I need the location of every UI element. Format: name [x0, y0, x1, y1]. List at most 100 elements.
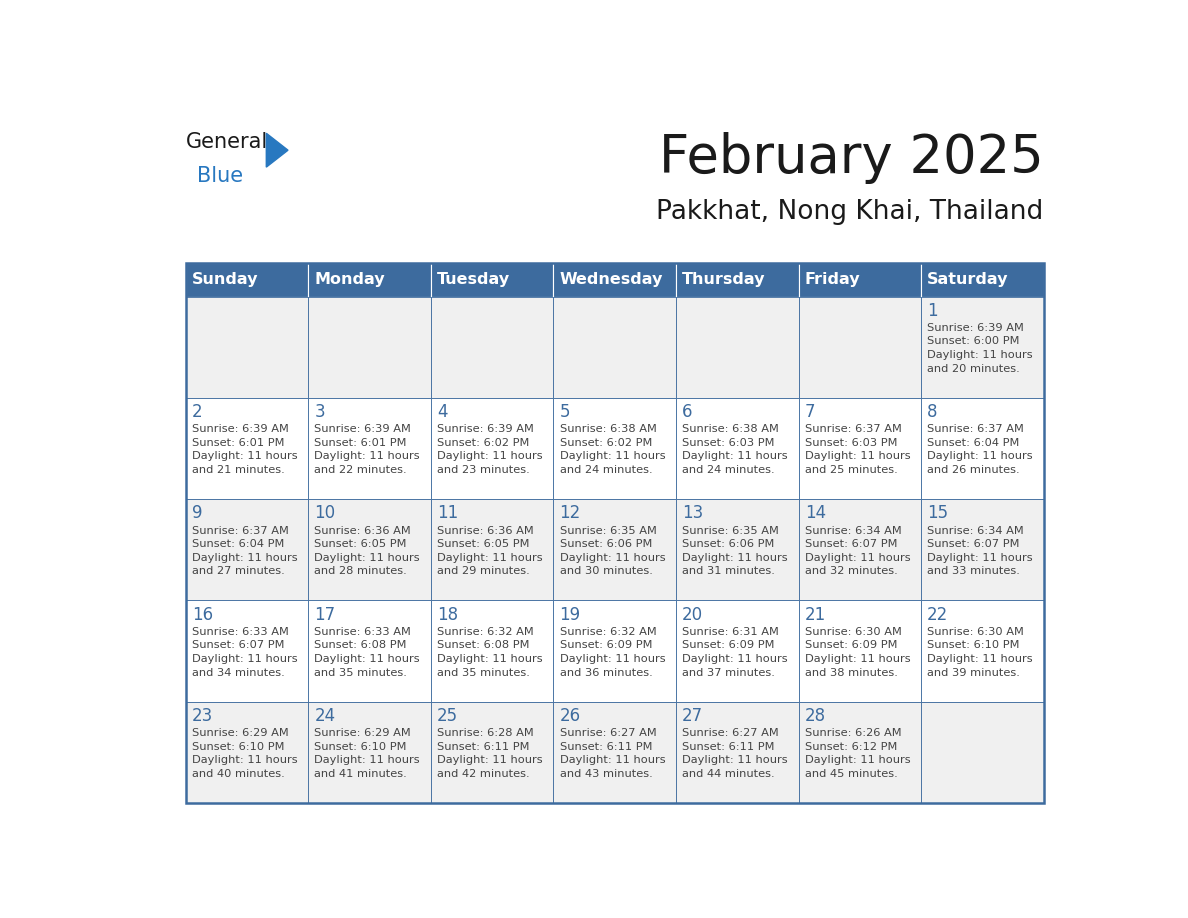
Bar	[185, 263, 1043, 803]
Text: Sunrise: 6:27 AM
Sunset: 6:11 PM
Daylight: 11 hours
and 43 minutes.: Sunrise: 6:27 AM Sunset: 6:11 PM Dayligh…	[560, 728, 665, 779]
Text: 24: 24	[315, 707, 335, 725]
Text: Sunrise: 6:29 AM
Sunset: 6:10 PM
Daylight: 11 hours
and 40 minutes.: Sunrise: 6:29 AM Sunset: 6:10 PM Dayligh…	[191, 728, 297, 779]
Text: Wednesday: Wednesday	[560, 272, 663, 287]
Text: Sunrise: 6:38 AM
Sunset: 6:03 PM
Daylight: 11 hours
and 24 minutes.: Sunrise: 6:38 AM Sunset: 6:03 PM Dayligh…	[682, 424, 788, 475]
Text: 10: 10	[315, 504, 335, 522]
Text: 1: 1	[927, 302, 937, 319]
Text: 28: 28	[804, 707, 826, 725]
Text: Tuesday: Tuesday	[437, 272, 510, 287]
Bar	[554, 600, 676, 702]
Bar	[308, 397, 431, 499]
Text: Pakkhat, Nong Khai, Thailand: Pakkhat, Nong Khai, Thailand	[657, 198, 1043, 225]
Bar	[798, 600, 921, 702]
Bar	[554, 499, 676, 600]
Text: 19: 19	[560, 606, 581, 623]
Text: Sunrise: 6:35 AM
Sunset: 6:06 PM
Daylight: 11 hours
and 30 minutes.: Sunrise: 6:35 AM Sunset: 6:06 PM Dayligh…	[560, 525, 665, 577]
Text: Sunrise: 6:30 AM
Sunset: 6:09 PM
Daylight: 11 hours
and 38 minutes.: Sunrise: 6:30 AM Sunset: 6:09 PM Dayligh…	[804, 627, 910, 677]
Bar	[308, 263, 431, 297]
Bar	[676, 263, 798, 297]
Text: 13: 13	[682, 504, 703, 522]
Text: 12: 12	[560, 504, 581, 522]
Text: 17: 17	[315, 606, 335, 623]
Text: 16: 16	[191, 606, 213, 623]
Bar	[308, 702, 431, 803]
Bar	[185, 263, 308, 297]
Bar	[308, 499, 431, 600]
Text: General: General	[185, 131, 268, 151]
Text: 18: 18	[437, 606, 459, 623]
Bar	[554, 263, 676, 297]
Text: Sunrise: 6:39 AM
Sunset: 6:00 PM
Daylight: 11 hours
and 20 minutes.: Sunrise: 6:39 AM Sunset: 6:00 PM Dayligh…	[927, 323, 1032, 374]
Text: Sunrise: 6:29 AM
Sunset: 6:10 PM
Daylight: 11 hours
and 41 minutes.: Sunrise: 6:29 AM Sunset: 6:10 PM Dayligh…	[315, 728, 421, 779]
Bar	[185, 600, 308, 702]
Text: Sunrise: 6:33 AM
Sunset: 6:08 PM
Daylight: 11 hours
and 35 minutes.: Sunrise: 6:33 AM Sunset: 6:08 PM Dayligh…	[315, 627, 421, 677]
Text: Sunrise: 6:37 AM
Sunset: 6:04 PM
Daylight: 11 hours
and 26 minutes.: Sunrise: 6:37 AM Sunset: 6:04 PM Dayligh…	[927, 424, 1032, 475]
Bar	[798, 263, 921, 297]
Bar	[185, 499, 308, 600]
Text: 14: 14	[804, 504, 826, 522]
Text: Sunrise: 6:27 AM
Sunset: 6:11 PM
Daylight: 11 hours
and 44 minutes.: Sunrise: 6:27 AM Sunset: 6:11 PM Dayligh…	[682, 728, 788, 779]
Text: 15: 15	[927, 504, 948, 522]
Bar	[431, 702, 554, 803]
Text: Sunrise: 6:39 AM
Sunset: 6:01 PM
Daylight: 11 hours
and 21 minutes.: Sunrise: 6:39 AM Sunset: 6:01 PM Dayligh…	[191, 424, 297, 475]
Text: Monday: Monday	[315, 272, 385, 287]
Text: Sunrise: 6:39 AM
Sunset: 6:02 PM
Daylight: 11 hours
and 23 minutes.: Sunrise: 6:39 AM Sunset: 6:02 PM Dayligh…	[437, 424, 543, 475]
Text: Sunrise: 6:32 AM
Sunset: 6:08 PM
Daylight: 11 hours
and 35 minutes.: Sunrise: 6:32 AM Sunset: 6:08 PM Dayligh…	[437, 627, 543, 677]
Text: Sunrise: 6:36 AM
Sunset: 6:05 PM
Daylight: 11 hours
and 29 minutes.: Sunrise: 6:36 AM Sunset: 6:05 PM Dayligh…	[437, 525, 543, 577]
Bar	[921, 397, 1043, 499]
Text: 7: 7	[804, 403, 815, 420]
Text: Sunrise: 6:28 AM
Sunset: 6:11 PM
Daylight: 11 hours
and 42 minutes.: Sunrise: 6:28 AM Sunset: 6:11 PM Dayligh…	[437, 728, 543, 779]
Text: 9: 9	[191, 504, 202, 522]
Bar	[308, 600, 431, 702]
Bar	[798, 702, 921, 803]
Bar	[798, 397, 921, 499]
Bar	[921, 263, 1043, 297]
Text: Sunrise: 6:33 AM
Sunset: 6:07 PM
Daylight: 11 hours
and 34 minutes.: Sunrise: 6:33 AM Sunset: 6:07 PM Dayligh…	[191, 627, 297, 677]
Text: Sunday: Sunday	[191, 272, 258, 287]
Text: 22: 22	[927, 606, 948, 623]
Text: 20: 20	[682, 606, 703, 623]
Text: 21: 21	[804, 606, 826, 623]
Bar	[676, 297, 798, 397]
Text: Thursday: Thursday	[682, 272, 765, 287]
Bar	[554, 702, 676, 803]
Bar	[676, 499, 798, 600]
Bar	[185, 297, 308, 397]
Text: 3: 3	[315, 403, 326, 420]
Text: Sunrise: 6:36 AM
Sunset: 6:05 PM
Daylight: 11 hours
and 28 minutes.: Sunrise: 6:36 AM Sunset: 6:05 PM Dayligh…	[315, 525, 421, 577]
Bar	[431, 397, 554, 499]
Text: Sunrise: 6:37 AM
Sunset: 6:04 PM
Daylight: 11 hours
and 27 minutes.: Sunrise: 6:37 AM Sunset: 6:04 PM Dayligh…	[191, 525, 297, 577]
Text: 4: 4	[437, 403, 448, 420]
Text: Saturday: Saturday	[927, 272, 1009, 287]
Bar	[431, 263, 554, 297]
Bar	[308, 297, 431, 397]
Text: February 2025: February 2025	[659, 131, 1043, 184]
Bar	[431, 297, 554, 397]
Text: 5: 5	[560, 403, 570, 420]
Bar	[554, 397, 676, 499]
Bar	[185, 702, 308, 803]
Bar	[921, 499, 1043, 600]
Bar	[676, 600, 798, 702]
Text: 8: 8	[927, 403, 937, 420]
Text: Sunrise: 6:34 AM
Sunset: 6:07 PM
Daylight: 11 hours
and 33 minutes.: Sunrise: 6:34 AM Sunset: 6:07 PM Dayligh…	[927, 525, 1032, 577]
Text: Blue: Blue	[196, 165, 242, 185]
Text: 26: 26	[560, 707, 581, 725]
Text: 23: 23	[191, 707, 213, 725]
Text: 27: 27	[682, 707, 703, 725]
Text: Sunrise: 6:38 AM
Sunset: 6:02 PM
Daylight: 11 hours
and 24 minutes.: Sunrise: 6:38 AM Sunset: 6:02 PM Dayligh…	[560, 424, 665, 475]
Bar	[798, 297, 921, 397]
Bar	[676, 702, 798, 803]
Polygon shape	[266, 133, 287, 167]
Text: Sunrise: 6:31 AM
Sunset: 6:09 PM
Daylight: 11 hours
and 37 minutes.: Sunrise: 6:31 AM Sunset: 6:09 PM Dayligh…	[682, 627, 788, 677]
Text: Friday: Friday	[804, 272, 860, 287]
Bar	[921, 702, 1043, 803]
Text: Sunrise: 6:37 AM
Sunset: 6:03 PM
Daylight: 11 hours
and 25 minutes.: Sunrise: 6:37 AM Sunset: 6:03 PM Dayligh…	[804, 424, 910, 475]
Bar	[554, 297, 676, 397]
Text: Sunrise: 6:30 AM
Sunset: 6:10 PM
Daylight: 11 hours
and 39 minutes.: Sunrise: 6:30 AM Sunset: 6:10 PM Dayligh…	[927, 627, 1032, 677]
Text: Sunrise: 6:39 AM
Sunset: 6:01 PM
Daylight: 11 hours
and 22 minutes.: Sunrise: 6:39 AM Sunset: 6:01 PM Dayligh…	[315, 424, 421, 475]
Bar	[798, 499, 921, 600]
Bar	[431, 499, 554, 600]
Text: 11: 11	[437, 504, 459, 522]
Text: 6: 6	[682, 403, 693, 420]
